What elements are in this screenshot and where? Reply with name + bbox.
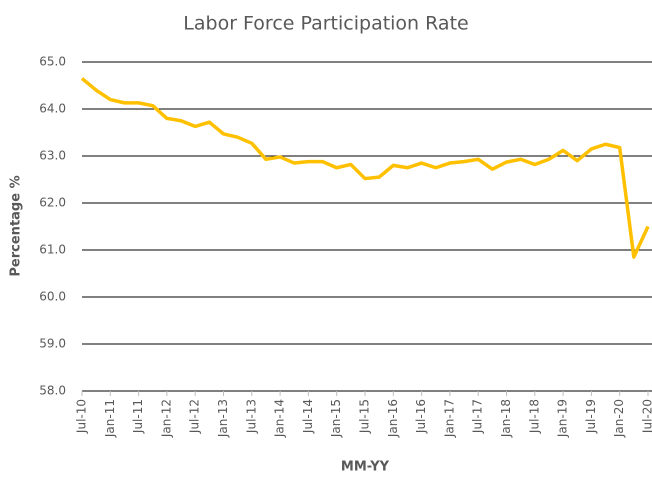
x-tick-label: Jul-17 <box>471 399 485 434</box>
x-tick-label: Jul-18 <box>527 399 541 434</box>
x-tick-label: Jul-10 <box>75 399 89 434</box>
x-tick-label: Jul-14 <box>301 399 315 434</box>
y-tick-label: 62.0 <box>39 196 66 210</box>
x-tick-label: Jan-11 <box>103 399 117 438</box>
x-tick-label: Jul-20 <box>641 399 652 434</box>
x-tick-label: Jan-17 <box>442 399 456 438</box>
x-tick-label: Jan-18 <box>499 399 513 438</box>
x-tick-label: Jul-11 <box>131 399 145 434</box>
x-tick-label: Jul-19 <box>584 399 598 434</box>
x-tick-label: Jul-16 <box>414 399 428 434</box>
y-tick-label: 58.0 <box>39 384 66 398</box>
chart-title: Labor Force Participation Rate <box>183 13 468 35</box>
y-tick-label: 63.0 <box>39 149 66 163</box>
x-tick-label: Jan-14 <box>273 399 287 438</box>
x-tick-label: Jan-15 <box>329 399 343 438</box>
x-axis-title: MM-YY <box>341 460 390 475</box>
x-tick-label: Jan-19 <box>556 399 570 438</box>
x-tick-label: Jan-16 <box>386 399 400 438</box>
y-tick-label: 61.0 <box>39 243 66 257</box>
data-line <box>80 77 650 259</box>
x-tick-label: Jan-12 <box>159 399 173 438</box>
x-tick-label: Jan-13 <box>216 399 230 438</box>
x-tick-label: Jul-15 <box>358 399 372 434</box>
y-tick-label: 64.0 <box>39 102 66 116</box>
y-tick-label: 60.0 <box>39 290 66 304</box>
x-tick-label: Jul-12 <box>188 399 202 434</box>
x-tick-label: Jul-13 <box>244 399 258 434</box>
y-tick-label: 59.0 <box>39 337 66 351</box>
y-axis-title: Percentage % <box>9 175 24 276</box>
y-tick-label: 65.0 <box>39 55 66 69</box>
x-tick-label: Jan-20 <box>612 399 626 438</box>
